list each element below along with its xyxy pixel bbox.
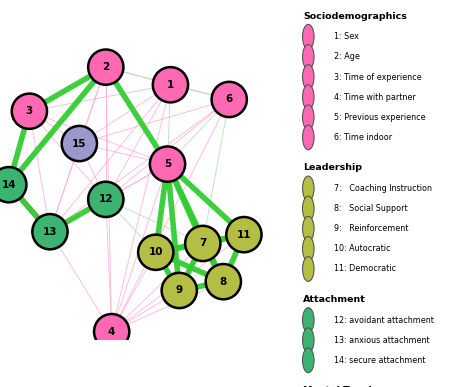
- Text: 7:   Coaching Instruction: 7: Coaching Instruction: [334, 184, 431, 193]
- Circle shape: [32, 214, 68, 249]
- Circle shape: [302, 196, 314, 221]
- Text: 2: 2: [102, 62, 109, 72]
- Circle shape: [302, 176, 314, 201]
- Text: 9:   Reinforcement: 9: Reinforcement: [334, 224, 408, 233]
- Text: 14: 14: [1, 180, 16, 190]
- Text: Attachment: Attachment: [303, 295, 366, 304]
- Text: 1: 1: [167, 80, 174, 90]
- Text: 8: 8: [220, 277, 227, 287]
- Text: 11: 11: [237, 229, 251, 240]
- Text: Mental Toughness: Mental Toughness: [303, 386, 400, 387]
- Text: 7: 7: [199, 238, 207, 248]
- Circle shape: [302, 257, 314, 281]
- Circle shape: [302, 236, 314, 261]
- Text: 9: 9: [176, 286, 183, 296]
- Text: 10: Autocratic: 10: Autocratic: [334, 244, 390, 253]
- Text: 10: 10: [148, 247, 163, 257]
- Circle shape: [185, 226, 220, 261]
- Text: 6: Time indoor: 6: Time indoor: [334, 133, 392, 142]
- Circle shape: [226, 217, 262, 252]
- Circle shape: [62, 126, 97, 161]
- Circle shape: [302, 105, 314, 130]
- Circle shape: [302, 24, 314, 49]
- Text: 3: Time of experience: 3: Time of experience: [334, 72, 421, 82]
- Circle shape: [302, 65, 314, 89]
- Circle shape: [302, 348, 314, 373]
- Circle shape: [88, 50, 123, 85]
- Text: 4: 4: [108, 327, 115, 337]
- Circle shape: [302, 85, 314, 110]
- Circle shape: [153, 67, 188, 103]
- Text: 5: 5: [164, 159, 171, 169]
- Circle shape: [302, 308, 314, 332]
- Circle shape: [88, 182, 123, 217]
- Circle shape: [150, 146, 185, 182]
- Text: 3: 3: [26, 106, 33, 116]
- Text: 6: 6: [226, 94, 233, 104]
- Text: Leadership: Leadership: [303, 163, 362, 172]
- Text: 12: 12: [99, 194, 113, 204]
- Circle shape: [12, 94, 47, 129]
- Text: 2: Age: 2: Age: [334, 52, 359, 62]
- Circle shape: [211, 82, 247, 117]
- Circle shape: [162, 273, 197, 308]
- Text: 1: Sex: 1: Sex: [334, 32, 358, 41]
- Text: Sociodemographics: Sociodemographics: [303, 12, 407, 21]
- Circle shape: [206, 264, 241, 299]
- Text: 13: 13: [43, 227, 57, 237]
- Text: 8:   Social Support: 8: Social Support: [334, 204, 407, 213]
- Circle shape: [138, 235, 173, 270]
- Circle shape: [302, 328, 314, 353]
- Circle shape: [94, 314, 129, 349]
- Circle shape: [302, 125, 314, 150]
- Text: 15: 15: [72, 139, 87, 149]
- Text: 14: secure attachment: 14: secure attachment: [334, 356, 425, 365]
- Circle shape: [302, 216, 314, 241]
- Circle shape: [302, 45, 314, 69]
- Circle shape: [0, 167, 27, 202]
- Text: 12: avoidant attachment: 12: avoidant attachment: [334, 315, 433, 325]
- Text: 5: Previous experience: 5: Previous experience: [334, 113, 425, 122]
- Text: 4: Time with partner: 4: Time with partner: [334, 92, 415, 102]
- Text: 11: Democratic: 11: Democratic: [334, 264, 395, 274]
- Text: 13: anxious attachment: 13: anxious attachment: [334, 336, 429, 345]
